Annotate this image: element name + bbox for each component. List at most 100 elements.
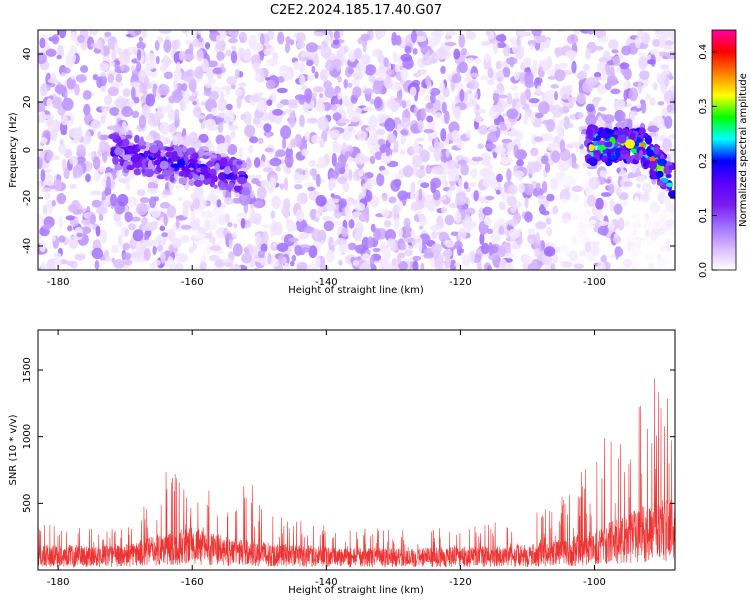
spectrogram-speckle (276, 242, 289, 252)
spectrogram-speckle (535, 35, 547, 43)
spectrogram-speckle (645, 251, 653, 262)
spectrogram-speckle (463, 260, 470, 267)
spectrogram-speckle (147, 240, 157, 247)
spectrogram-speckle (666, 51, 675, 60)
spectrogram-speckle (480, 75, 489, 81)
spectrogram-speckle (112, 81, 124, 87)
spectrogram-speckle (471, 156, 483, 162)
spectrogram-speckle (383, 75, 393, 89)
spectrogram-speckle (172, 134, 178, 146)
spectrogram-feature-blob (170, 163, 180, 168)
colorbar-tick-label: 0.1 (698, 208, 709, 224)
spectrogram-speckle (386, 98, 397, 110)
spectrogram-speckle (362, 41, 367, 53)
spectrogram-speckle (534, 136, 543, 143)
spectrogram-speckle (275, 149, 287, 158)
spectrogram-speckle (397, 123, 402, 134)
spectrogram-speckle (383, 219, 392, 228)
spectrogram-speckle (518, 183, 525, 194)
snr-y-label: SNR (10 * v/v) (8, 414, 19, 485)
spectrogram-speckle (175, 61, 181, 73)
spectrogram-speckle (559, 258, 564, 267)
spectrogram-speckle (320, 45, 332, 59)
spectrogram-speckle (561, 261, 573, 268)
spectrogram-speckle (80, 65, 89, 73)
spectrogram-speckle (426, 102, 434, 110)
spectrogram-speckle (631, 221, 642, 229)
spectrogram-speckle (392, 204, 400, 216)
spectrogram-speckle (238, 31, 248, 44)
spectrogram-feature-blob (193, 174, 199, 181)
spectrogram-speckle (541, 181, 548, 194)
spectrogram-speckle (223, 262, 234, 268)
spectrogram-speckle (540, 240, 546, 251)
spectrogram-image (38, 30, 675, 270)
spectrogram-feature-blob (124, 134, 133, 139)
spectrogram-speckle (266, 99, 273, 106)
spectrogram-speckle (284, 42, 291, 54)
spectrogram-speckle (603, 114, 615, 124)
spectrogram-speckle (107, 86, 119, 97)
colorbar-tick-label: 0.2 (698, 153, 709, 169)
spectrogram-speckle (656, 257, 666, 269)
snr-series-line (38, 378, 675, 568)
spectrogram-speckle (663, 45, 674, 50)
spectrogram-speckle (559, 198, 569, 204)
spectrogram-speckle (656, 213, 667, 226)
spectrogram-feature-blob (213, 184, 218, 189)
spectrogram-feature-blob (638, 149, 644, 158)
spectrogram-speckle (124, 259, 133, 266)
spectrogram-speckle (121, 106, 133, 118)
spectrogram-speckle (182, 205, 189, 218)
spectrogram-speckle (621, 111, 626, 122)
spectrogram-speckle (272, 108, 284, 116)
spectrogram-speckle (495, 34, 507, 42)
spectrogram-speckle (385, 69, 395, 76)
spectrogram-speckle (295, 209, 305, 222)
spectrogram-speckle (448, 169, 460, 182)
spectrogram-speckle (415, 168, 426, 179)
spectrogram-speckle (610, 88, 621, 95)
spectrogram-feature-blob (588, 144, 595, 152)
spectrogram-speckle (666, 104, 673, 113)
spectrogram-speckle (315, 195, 327, 207)
spectrogram-speckle (478, 124, 489, 135)
spectrogram-speckle (376, 173, 385, 187)
spectrogram-speckle (433, 99, 441, 110)
snr-panel: -180 -160 -140 -120 -100 500 1000 1500 Height … (8, 329, 676, 596)
spectrogram-speckle (649, 201, 660, 214)
spectrogram-speckle (225, 135, 231, 143)
spectrogram-speckle (204, 212, 215, 218)
spectrogram-speckle (124, 228, 130, 237)
spectrogram-speckle (257, 99, 266, 113)
spectrogram-speckle (188, 95, 196, 102)
spectrogram-speckle (262, 224, 271, 229)
spectrogram-speckle (561, 105, 569, 114)
spectrogram-feature-blob (193, 179, 203, 187)
spectrogram-speckle (510, 85, 518, 91)
spectrogram-speckle (623, 258, 632, 269)
spectrogram-speckle (141, 216, 149, 226)
spectrogram-speckle (343, 45, 349, 53)
spectrogram-speckle (257, 137, 264, 145)
spectrogram-speckle (159, 202, 171, 209)
spectrogram-speckle (507, 92, 513, 105)
spectrogram-speckle (361, 183, 367, 197)
spectrogram-speckle (263, 48, 275, 56)
spectrogram-speckle (370, 223, 376, 233)
spectrogram-feature-blob (587, 157, 597, 165)
spectrogram-speckle (441, 101, 447, 114)
spectrogram-speckle (566, 34, 579, 45)
spectrogram-speckle (43, 173, 54, 184)
spectrogram-speckle (571, 162, 578, 169)
spectrogram-speckle (204, 218, 210, 232)
spectrogram-speckle (359, 54, 371, 64)
spectrogram-speckle (44, 168, 52, 174)
spectrogram-feature-blob (649, 156, 656, 163)
spectrogram-speckle (657, 35, 666, 49)
snr-y-tick-label: 1500 (22, 357, 33, 382)
spectrogram-speckle (231, 45, 237, 51)
spectrogram-feature-blob (631, 148, 638, 154)
spectrogram-speckle (190, 138, 202, 150)
spectrogram-speckle (304, 131, 311, 141)
